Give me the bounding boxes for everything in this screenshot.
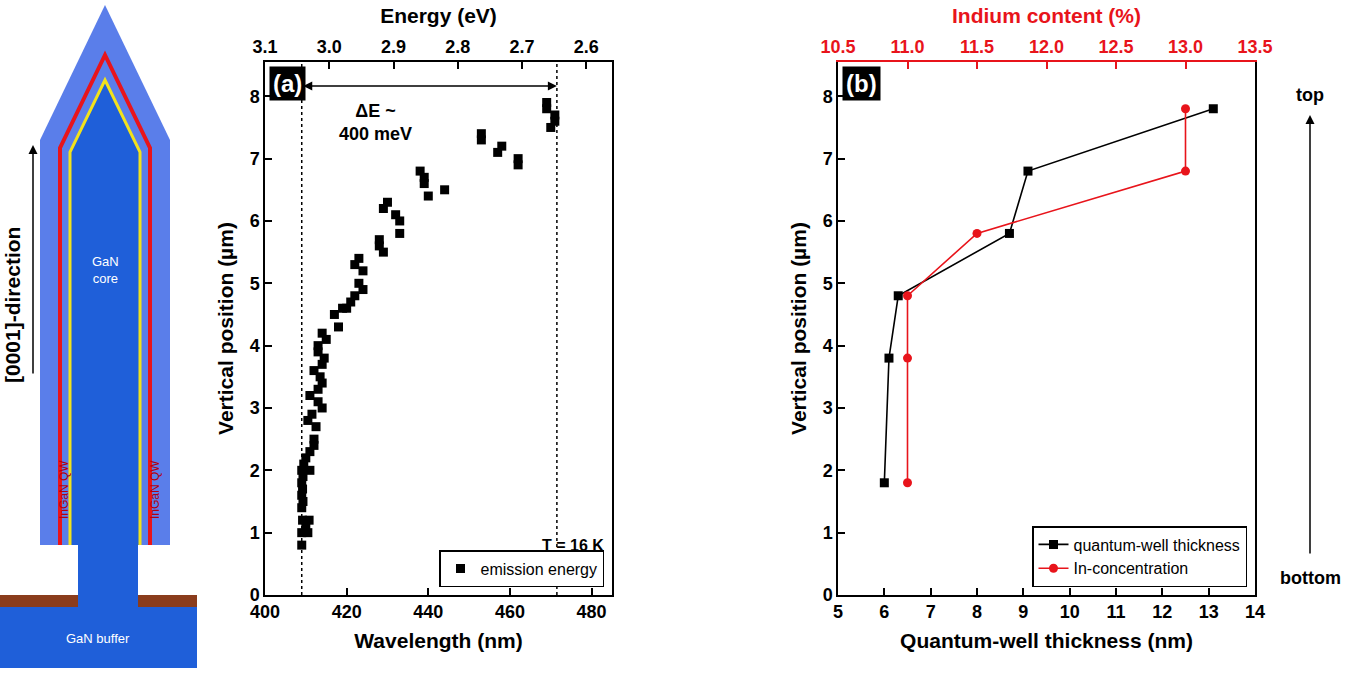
- svg-text:Vertical position (µm): Vertical position (µm): [787, 222, 810, 435]
- svg-text:InGaN QW: InGaN QW: [148, 460, 162, 519]
- svg-text:9: 9: [1018, 602, 1028, 622]
- svg-text:2: 2: [823, 461, 833, 481]
- svg-text:[0001]-direction: [0001]-direction: [1, 227, 24, 383]
- svg-text:14: 14: [1245, 602, 1265, 622]
- svg-text:Vertical position (µm): Vertical position (µm): [214, 222, 237, 435]
- svg-text:7: 7: [250, 149, 260, 169]
- svg-text:Wavelength (nm): Wavelength (nm): [354, 629, 522, 652]
- svg-text:Indium content (%): Indium content (%): [952, 4, 1141, 27]
- svg-text:440: 440: [413, 602, 443, 622]
- svg-text:1: 1: [250, 523, 260, 543]
- svg-text:3.0: 3.0: [317, 37, 342, 57]
- svg-text:13.0: 13.0: [1168, 37, 1203, 57]
- svg-text:6: 6: [879, 602, 889, 622]
- svg-text:3: 3: [823, 398, 833, 418]
- svg-text:InGaN QW: InGaN QW: [57, 460, 71, 519]
- svg-text:10.5: 10.5: [820, 37, 855, 57]
- svg-text:1: 1: [823, 523, 833, 543]
- svg-text:7: 7: [823, 149, 833, 169]
- svg-text:12: 12: [1152, 602, 1172, 622]
- svg-text:4: 4: [823, 336, 833, 356]
- svg-text:6: 6: [250, 211, 260, 231]
- svg-text:10: 10: [1060, 602, 1080, 622]
- svg-text:0: 0: [823, 585, 833, 605]
- svg-text:12.5: 12.5: [1098, 37, 1133, 57]
- svg-text:11: 11: [1106, 602, 1125, 622]
- svg-text:bottom: bottom: [1280, 568, 1341, 588]
- svg-text:Quantum-well thickness (nm): Quantum-well thickness (nm): [900, 629, 1193, 652]
- svg-text:480: 480: [577, 602, 607, 622]
- svg-text:2: 2: [250, 461, 260, 481]
- svg-text:2.9: 2.9: [381, 37, 406, 57]
- svg-text:GaNcore: GaNcore: [92, 254, 119, 286]
- svg-text:11.5: 11.5: [960, 37, 994, 57]
- svg-text:5: 5: [833, 602, 843, 622]
- svg-text:emission energy: emission energy: [481, 561, 598, 578]
- svg-text:5: 5: [250, 274, 260, 294]
- svg-text:quantum-well thickness: quantum-well thickness: [1074, 537, 1240, 554]
- svg-text:Energy (eV): Energy (eV): [380, 4, 497, 27]
- svg-text:3: 3: [250, 398, 260, 418]
- svg-text:2.7: 2.7: [510, 37, 535, 57]
- svg-text:11.0: 11.0: [890, 37, 924, 57]
- svg-text:(b): (b): [846, 70, 877, 97]
- svg-text:8: 8: [250, 87, 260, 107]
- svg-text:3.1: 3.1: [252, 37, 277, 57]
- svg-text:top: top: [1296, 85, 1324, 105]
- svg-text:(a): (a): [273, 70, 302, 97]
- svg-text:13.5: 13.5: [1237, 37, 1272, 57]
- svg-text:6: 6: [823, 211, 833, 231]
- svg-text:4: 4: [250, 336, 260, 356]
- svg-text:2.6: 2.6: [574, 37, 599, 57]
- svg-text:2.8: 2.8: [445, 37, 470, 57]
- svg-text:8: 8: [823, 87, 833, 107]
- svg-text:8: 8: [972, 602, 982, 622]
- svg-text:420: 420: [332, 602, 362, 622]
- svg-text:0: 0: [250, 585, 260, 605]
- svg-text:T = 16 K: T = 16 K: [542, 537, 604, 554]
- svg-text:460: 460: [495, 602, 525, 622]
- svg-text:7: 7: [926, 602, 936, 622]
- svg-text:GaN buffer: GaN buffer: [66, 631, 130, 646]
- svg-text:12.0: 12.0: [1029, 37, 1064, 57]
- svg-text:400: 400: [250, 602, 280, 622]
- svg-text:ΔE ~400 meV: ΔE ~400 meV: [339, 101, 412, 144]
- svg-text:In-concentration: In-concentration: [1074, 560, 1189, 577]
- svg-text:5: 5: [823, 274, 833, 294]
- svg-text:13: 13: [1199, 602, 1219, 622]
